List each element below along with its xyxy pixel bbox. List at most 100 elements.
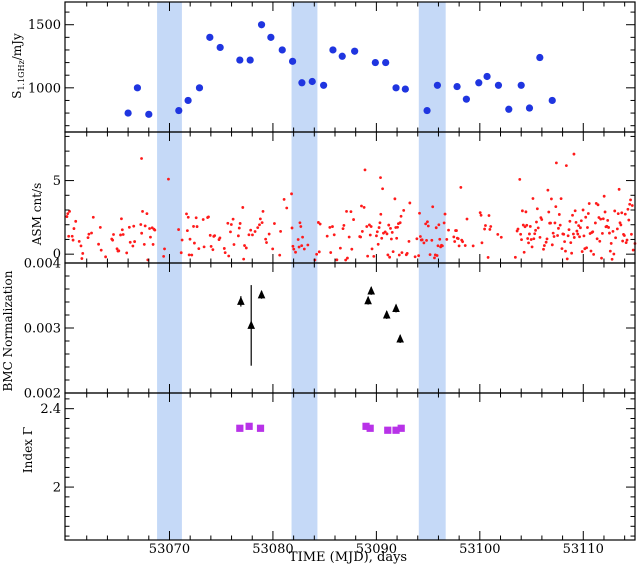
asm-point [443, 212, 447, 216]
asm-point [526, 237, 530, 240]
asm-point [345, 209, 348, 213]
asm-point [566, 234, 570, 238]
asm-point [380, 236, 384, 240]
asm-point [369, 225, 373, 228]
radio-point [453, 82, 461, 91]
asm-point [597, 216, 601, 219]
asm-point [121, 233, 125, 236]
radio-ylabel: S1.1GHz/mJy [10, 33, 26, 99]
x-axis-label: TIME (MJD), days [289, 550, 407, 565]
asm-point [141, 210, 144, 213]
asm-point [341, 227, 345, 230]
asm-point [463, 244, 467, 247]
asm-point [422, 241, 426, 245]
asm-point [612, 252, 616, 256]
asm-point [431, 205, 435, 209]
asm-point [241, 206, 245, 209]
asm-point [97, 242, 100, 246]
asm-point [578, 235, 581, 239]
radio-point [184, 96, 192, 105]
asm-point [595, 237, 599, 241]
asm-point [379, 176, 382, 180]
asm-point [586, 226, 589, 229]
x-tick-label: 53070 [149, 542, 190, 557]
radio-point [216, 43, 224, 52]
asm-point [582, 234, 586, 238]
y-tick-label: 0.002 [24, 387, 61, 402]
asm-point [557, 226, 560, 230]
asm-point [551, 231, 555, 235]
asm-point [360, 230, 364, 233]
asm-point [91, 215, 95, 219]
asm-point [629, 198, 632, 202]
asm-point [535, 220, 538, 224]
radio-point [517, 81, 525, 89]
asm-point [207, 215, 210, 219]
asm-point [140, 231, 144, 235]
asm-point [349, 210, 353, 214]
asm-point [218, 236, 222, 240]
asm-point [393, 197, 397, 201]
y-tick-label: 1000 [28, 81, 61, 96]
asm-point [188, 237, 192, 241]
asm-point [397, 253, 401, 257]
asm-point [428, 253, 432, 256]
asm-point [249, 228, 253, 232]
asm-point [332, 233, 336, 237]
panel-frame-2 [64, 131, 636, 264]
radio-point [338, 52, 346, 60]
bmc-point [247, 320, 256, 329]
radio-point [392, 84, 400, 92]
asm-point [365, 225, 369, 228]
asm-point [522, 250, 526, 254]
asm-point [618, 221, 622, 225]
asm-point [552, 235, 556, 238]
asm-point [420, 238, 424, 242]
index-point [236, 424, 244, 432]
asm-point [560, 247, 564, 250]
asm-point [238, 222, 242, 225]
asm-point [571, 213, 574, 217]
asm-point [465, 217, 469, 221]
asm-point [315, 252, 319, 256]
asm-point [350, 247, 354, 251]
asm-point [564, 249, 567, 253]
asm-point [579, 219, 583, 223]
asm-point [300, 244, 304, 248]
asm-point [445, 237, 449, 241]
asm-point [520, 209, 524, 213]
asm-point [379, 212, 383, 216]
asm-point [521, 223, 525, 227]
asm-point [452, 235, 456, 239]
asm-point [149, 235, 152, 239]
asm-point [279, 229, 282, 233]
asm-point [318, 222, 322, 226]
asm-point [87, 232, 91, 236]
asm-point [132, 224, 136, 228]
y-tick-label: 0 [53, 247, 61, 262]
asm-point [525, 223, 529, 227]
asm-point [549, 221, 552, 225]
radio-point [308, 77, 316, 86]
asm-point [563, 240, 567, 244]
asm-point [571, 232, 575, 236]
radio-point [257, 21, 266, 29]
asm-point [329, 251, 333, 254]
radio-point [483, 72, 491, 81]
asm-point [619, 223, 623, 227]
asm-point [306, 243, 310, 247]
asm-point [447, 228, 450, 232]
asm-point [236, 234, 240, 238]
asm-point [119, 233, 122, 237]
radio-point [133, 84, 142, 92]
asm-point [487, 214, 491, 217]
asm-point [564, 164, 568, 168]
asm-point [292, 247, 296, 251]
asm-point [437, 223, 441, 227]
bmc-ylabel: BMC Normalization [1, 270, 15, 391]
asm-point [459, 185, 463, 189]
asm-point [542, 247, 545, 251]
asm-point [112, 233, 115, 236]
asm-point [489, 225, 493, 228]
asm-point [534, 228, 537, 232]
